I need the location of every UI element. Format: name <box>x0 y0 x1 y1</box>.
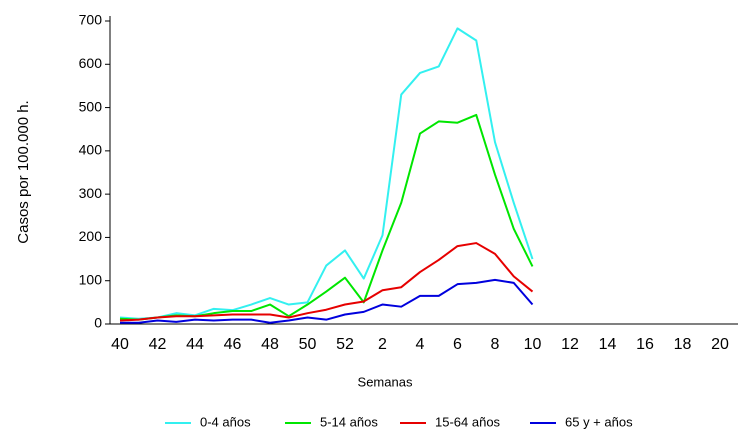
x-tick-label: 50 <box>299 336 317 353</box>
y-tick-label: 600 <box>79 55 103 71</box>
x-tick-label: 12 <box>561 336 579 353</box>
y-tick-label: 0 <box>94 315 102 331</box>
line <box>120 278 534 324</box>
legend-label: 65 y + años <box>565 414 633 429</box>
line <box>119 27 534 320</box>
x-tick-label: 18 <box>674 336 692 353</box>
x-tick-label: 42 <box>149 336 167 353</box>
x-tick-label: 20 <box>711 336 729 353</box>
x-tick-label: 4 <box>416 336 425 353</box>
line <box>119 113 534 321</box>
x-tick-label: 2 <box>378 336 387 353</box>
y-axis-label: Casos por 100.000 h. <box>15 100 32 243</box>
x-tick-label: 16 <box>636 336 654 353</box>
x-tick-label: 10 <box>524 336 542 353</box>
legend-label: 0-4 años <box>200 414 251 429</box>
y-tick-label: 700 <box>79 12 103 28</box>
x-tick-label: 40 <box>111 336 129 353</box>
x-tick-label: 6 <box>453 336 462 353</box>
x-tick-label: 14 <box>599 336 617 353</box>
x-tick-label: 8 <box>491 336 500 353</box>
x-tick-label: 46 <box>224 336 242 353</box>
y-tick-label: 100 <box>79 271 103 287</box>
x-axis-label: Semanas <box>358 374 413 389</box>
x-tick-label: 48 <box>261 336 279 353</box>
y-tick-label: 400 <box>79 142 103 158</box>
y-tick-label: 500 <box>79 98 103 114</box>
y-tick-label: 200 <box>79 228 103 244</box>
legend-label: 15-64 años <box>435 414 501 429</box>
legend-label: 5-14 años <box>320 414 378 429</box>
x-tick-label: 44 <box>186 336 204 353</box>
x-tick-label: 52 <box>336 336 354 353</box>
y-tick-label: 300 <box>79 185 103 201</box>
line <box>119 242 534 322</box>
